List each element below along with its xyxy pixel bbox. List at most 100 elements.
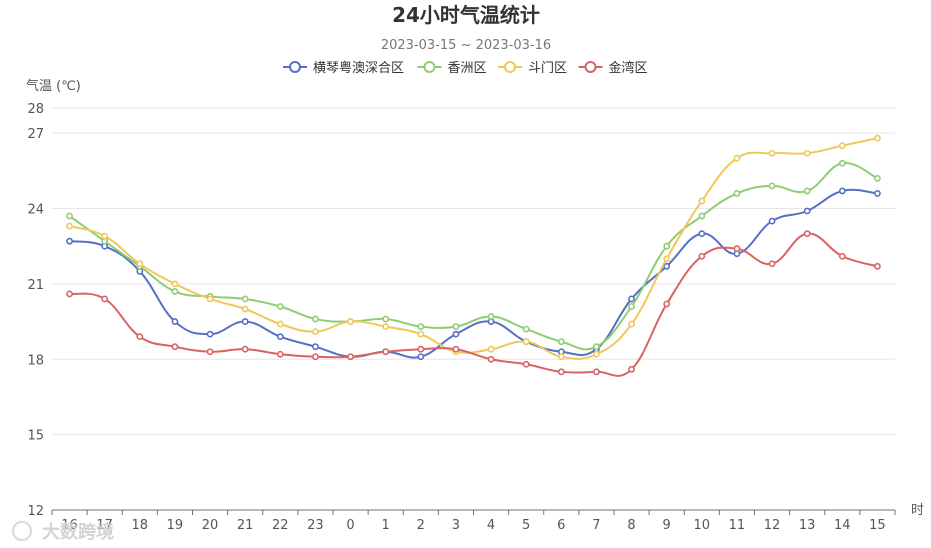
data-point[interactable] [417, 353, 425, 361]
data-point[interactable] [628, 303, 635, 310]
data-point[interactable] [874, 134, 881, 142]
data-point[interactable] [733, 245, 741, 253]
data-point[interactable] [171, 318, 179, 325]
data-point[interactable] [276, 303, 284, 310]
data-point[interactable] [452, 330, 460, 338]
data-point[interactable] [593, 368, 600, 376]
data-point[interactable] [276, 350, 284, 358]
data-point[interactable] [874, 174, 881, 182]
data-point[interactable] [522, 325, 530, 333]
data-point[interactable] [171, 280, 179, 288]
data-point[interactable] [206, 295, 214, 303]
data-point[interactable] [803, 230, 811, 238]
data-point[interactable] [487, 313, 495, 320]
series-layer[interactable] [66, 134, 881, 377]
series-1[interactable] [66, 187, 881, 361]
series-2[interactable] [66, 159, 881, 351]
data-point[interactable] [628, 365, 635, 373]
data-point[interactable] [733, 190, 741, 197]
data-point[interactable] [347, 353, 354, 361]
data-point[interactable] [241, 345, 249, 353]
data-point[interactable] [101, 232, 109, 240]
data-point[interactable] [838, 159, 846, 167]
data-point[interactable] [417, 330, 425, 338]
data-point[interactable] [803, 149, 811, 157]
data-point[interactable] [206, 330, 214, 338]
data-point[interactable] [452, 345, 460, 353]
data-point[interactable] [522, 338, 530, 346]
x-axis-label: 时 [911, 503, 924, 518]
data-point[interactable] [698, 212, 706, 220]
data-point[interactable] [417, 323, 425, 330]
series-line[interactable] [68, 162, 878, 351]
data-point[interactable] [417, 345, 425, 353]
data-point[interactable] [487, 345, 495, 353]
data-point[interactable] [593, 343, 600, 351]
data-point[interactable] [663, 255, 671, 263]
data-point[interactable] [768, 260, 776, 268]
data-point[interactable] [557, 368, 565, 376]
data-point[interactable] [698, 252, 706, 260]
data-point[interactable] [136, 260, 144, 268]
legend-item[interactable]: 斗门区 [498, 61, 567, 76]
x-tick-label: 22 [272, 518, 289, 533]
data-point[interactable] [171, 343, 179, 351]
data-point[interactable] [838, 187, 846, 195]
watermark-text: 大数跨境 [42, 521, 114, 543]
data-point[interactable] [136, 333, 144, 341]
data-point[interactable] [312, 353, 319, 361]
data-point[interactable] [206, 348, 214, 356]
data-point[interactable] [803, 187, 811, 195]
legend-item[interactable]: 香洲区 [417, 61, 487, 76]
series-line[interactable] [69, 232, 878, 377]
data-point[interactable] [312, 328, 319, 336]
data-point[interactable] [733, 154, 741, 162]
data-point[interactable] [452, 323, 460, 330]
data-point[interactable] [838, 142, 846, 150]
legend[interactable]: 横琴粤澳深合区 香洲区 斗门区 金湾区 [283, 60, 648, 76]
data-point[interactable] [768, 149, 776, 157]
data-point[interactable] [522, 360, 530, 368]
data-point[interactable] [487, 355, 495, 363]
data-point[interactable] [347, 318, 354, 325]
data-point[interactable] [241, 305, 249, 313]
series-4[interactable] [66, 230, 881, 377]
data-point[interactable] [557, 338, 565, 346]
data-point[interactable] [312, 343, 319, 351]
data-point[interactable] [628, 295, 635, 303]
data-point[interactable] [66, 212, 73, 220]
data-point[interactable] [241, 318, 249, 325]
x-tick-label: 2 [417, 518, 425, 533]
data-point[interactable] [557, 353, 565, 361]
data-point[interactable] [874, 190, 881, 197]
data-point[interactable] [382, 348, 390, 356]
y-tick-label: 27 [27, 127, 44, 142]
legend-item[interactable]: 金湾区 [578, 60, 648, 76]
data-point[interactable] [312, 315, 319, 323]
data-point[interactable] [382, 323, 390, 330]
data-point[interactable] [628, 320, 635, 328]
data-point[interactable] [382, 315, 390, 323]
data-point[interactable] [101, 295, 109, 303]
data-point[interactable] [768, 217, 776, 225]
data-point[interactable] [171, 288, 179, 295]
legend-item[interactable]: 横琴粤澳深合区 [283, 60, 404, 76]
data-point[interactable] [276, 320, 284, 328]
data-point[interactable] [663, 262, 671, 270]
series-line[interactable] [69, 188, 878, 359]
data-point[interactable] [66, 290, 73, 298]
data-point[interactable] [241, 295, 249, 303]
data-point[interactable] [663, 300, 671, 308]
data-point[interactable] [66, 237, 73, 245]
data-point[interactable] [276, 333, 284, 341]
data-point[interactable] [66, 222, 73, 230]
data-point[interactable] [593, 350, 600, 358]
series-3[interactable] [66, 134, 881, 361]
data-point[interactable] [663, 242, 671, 250]
data-point[interactable] [838, 252, 846, 260]
data-point[interactable] [698, 230, 706, 238]
data-point[interactable] [768, 182, 776, 190]
data-point[interactable] [698, 197, 706, 205]
data-point[interactable] [874, 262, 881, 270]
data-point[interactable] [803, 207, 811, 215]
